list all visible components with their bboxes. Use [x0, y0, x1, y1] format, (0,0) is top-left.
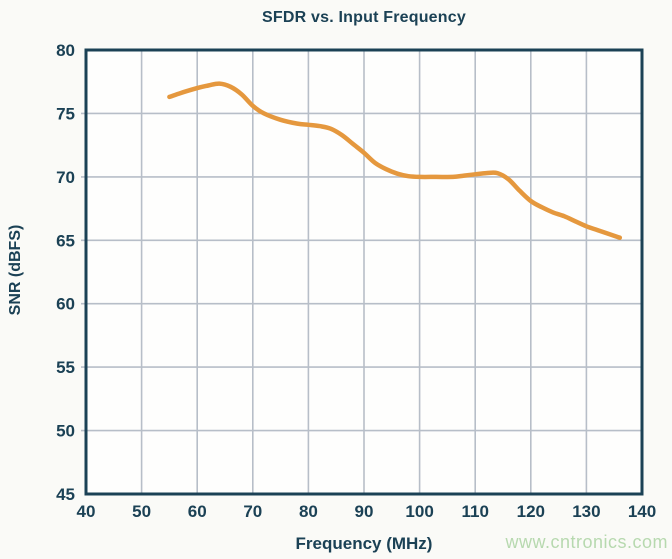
y-tick-label: 65: [56, 231, 75, 250]
x-tick-label: 100: [405, 502, 433, 521]
y-tick-label: 80: [56, 41, 75, 60]
x-tick-label: 110: [461, 502, 488, 521]
watermark: www.cntronics.com: [505, 532, 668, 552]
x-tick-label: 90: [355, 502, 374, 521]
y-tick-label: 55: [56, 358, 75, 377]
y-tick-label: 50: [56, 422, 75, 441]
x-tick-label: 80: [299, 502, 318, 521]
x-tick-label: 60: [188, 502, 207, 521]
data-line-sfdr: [167, 81, 623, 240]
x-tick-label: 50: [132, 502, 151, 521]
x-axis-title: Frequency (MHz): [295, 534, 433, 553]
axis-frame: [84, 48, 644, 496]
y-tick-label: 70: [56, 168, 75, 187]
x-tick-label: 120: [517, 502, 545, 521]
chart-title: SFDR vs. Input Frequency: [262, 9, 466, 26]
x-tick-label: 40: [77, 502, 96, 521]
x-tick-label: 140: [628, 502, 656, 521]
x-tick-label: 70: [243, 502, 262, 521]
x-tick-label: 130: [572, 502, 600, 521]
y-tick-label: 60: [56, 295, 75, 314]
y-tick-label: 75: [56, 104, 75, 123]
y-tick-label: 45: [56, 485, 75, 504]
